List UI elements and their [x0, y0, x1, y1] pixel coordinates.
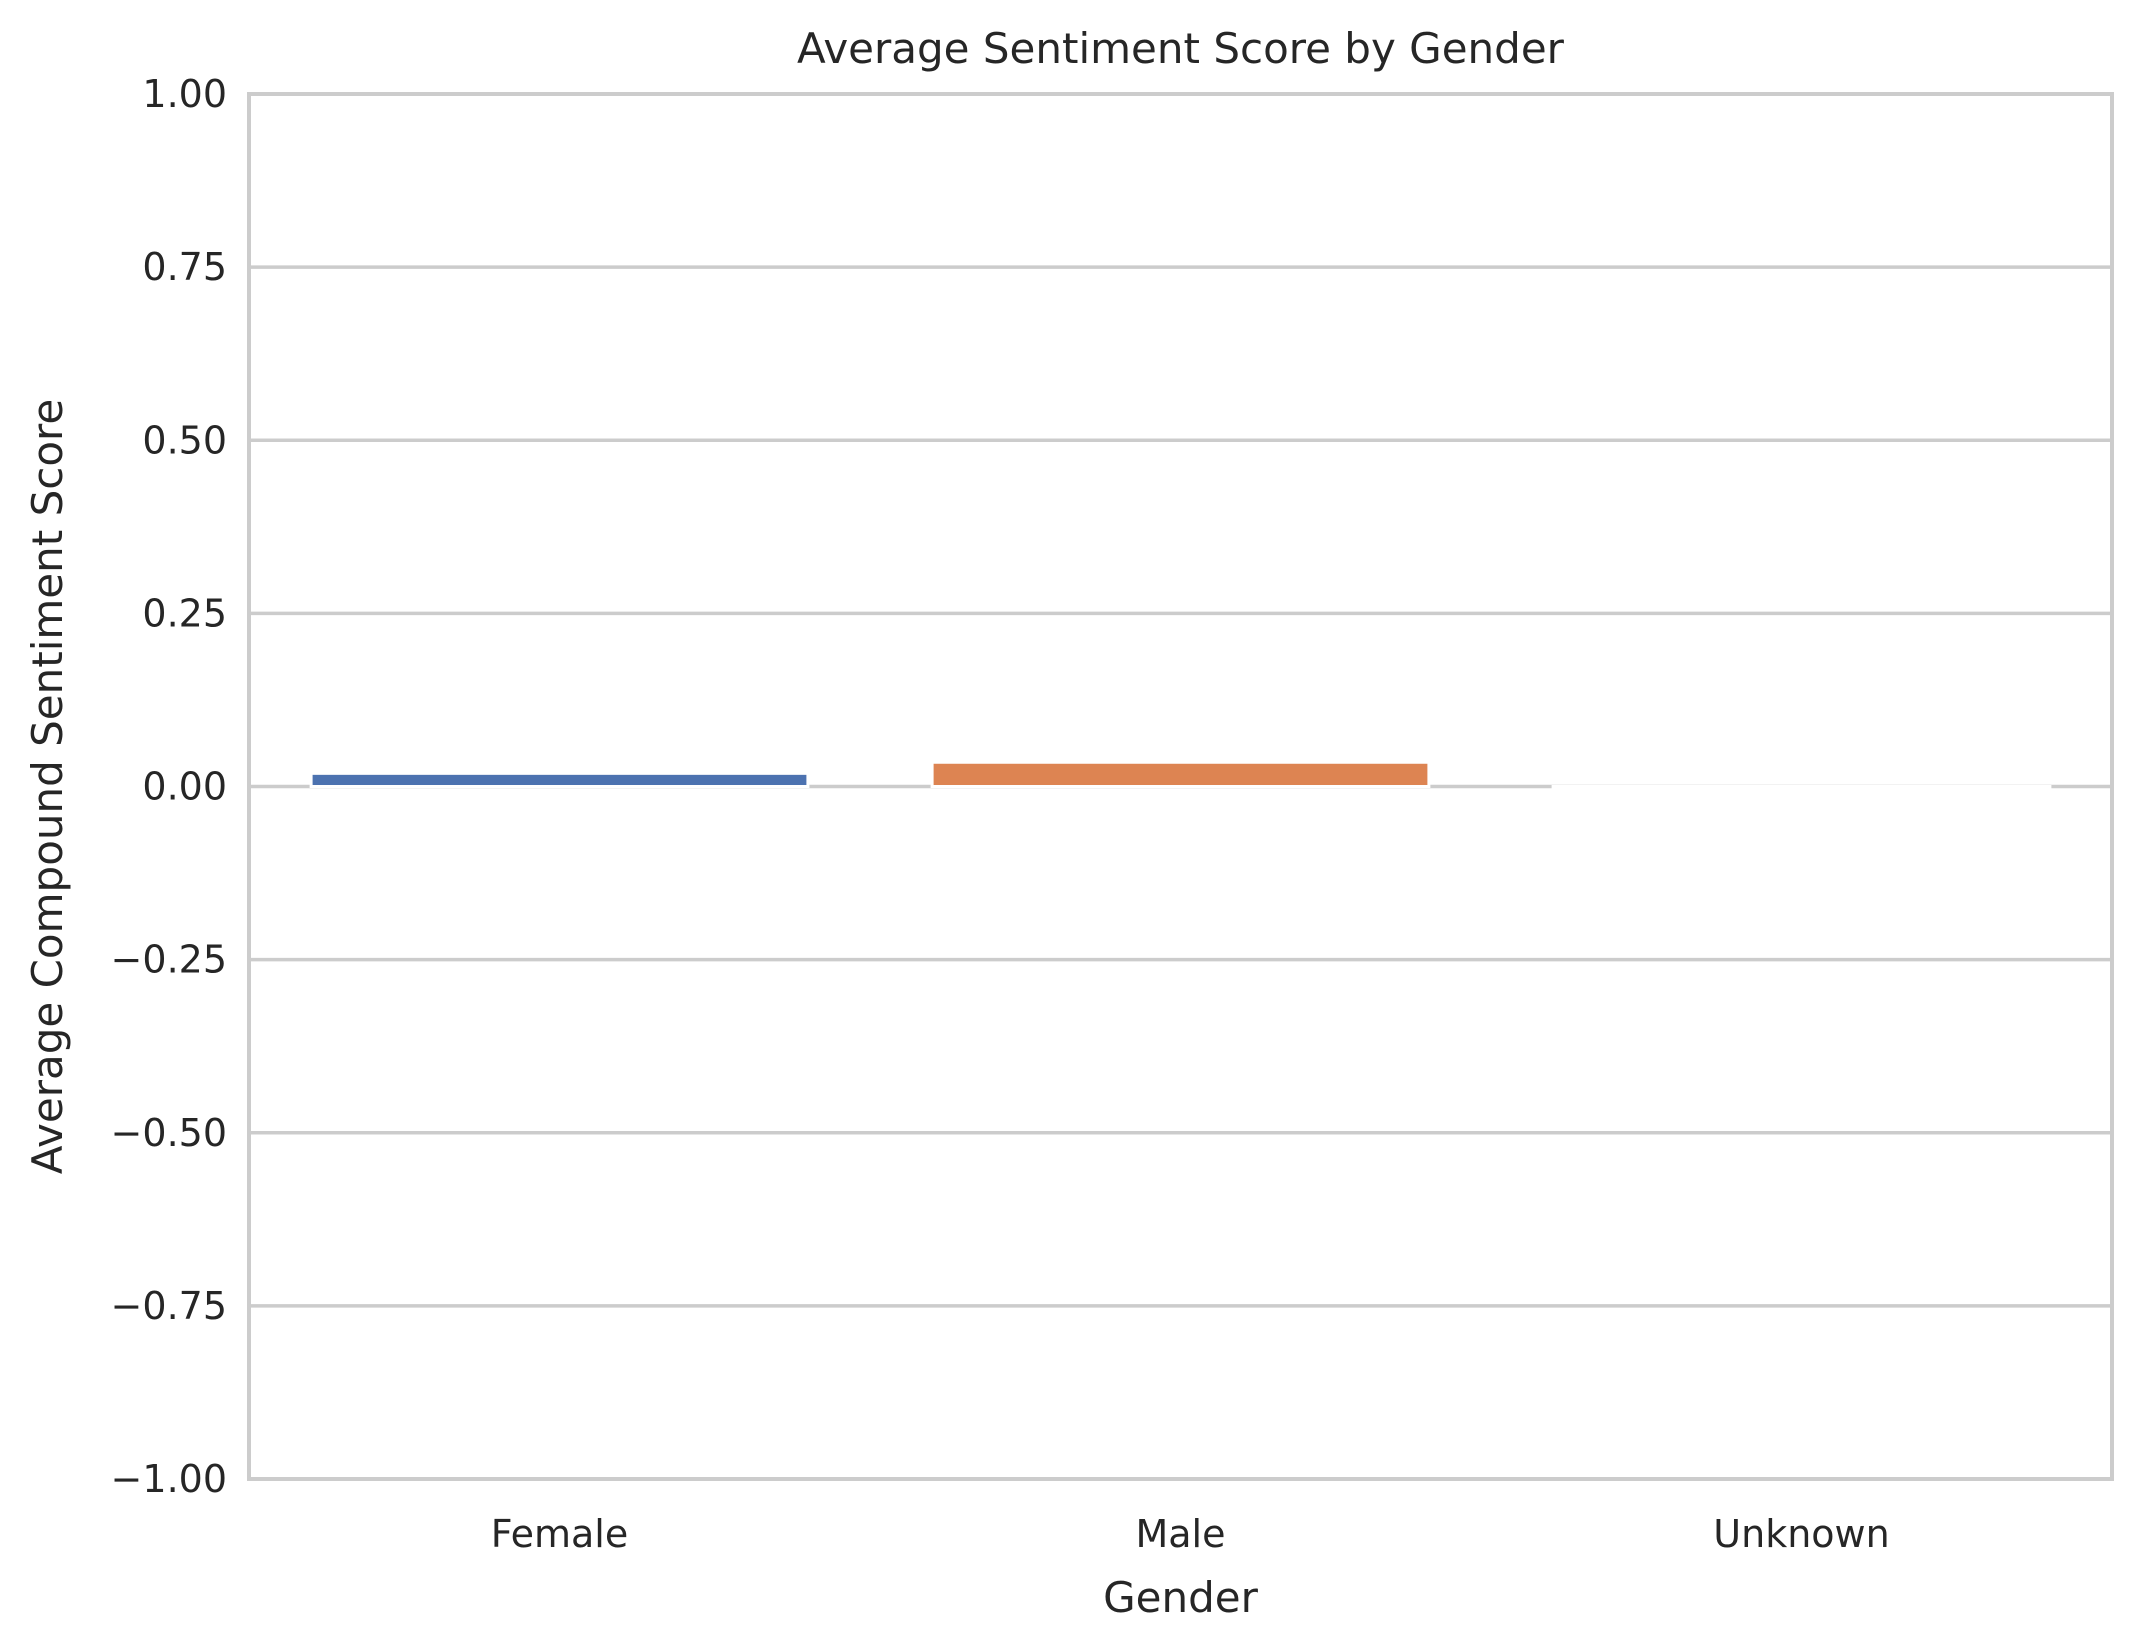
- bar-male: [930, 760, 1431, 789]
- x-axis-label: Gender: [1103, 1573, 1259, 1622]
- x-tick-labels: Female Male Unknown: [491, 1512, 1890, 1556]
- y-tick-label: 0.75: [142, 245, 227, 289]
- y-tick-label: −1.00: [111, 1457, 227, 1501]
- y-tick-label: −0.25: [111, 938, 227, 982]
- bar-female: [309, 771, 810, 789]
- y-tick-label: −0.50: [111, 1111, 227, 1155]
- x-tick-label: Unknown: [1713, 1512, 1889, 1556]
- plot-frame: [247, 92, 2114, 1481]
- y-tick-label: 0.00: [142, 765, 227, 809]
- bars: [309, 760, 2052, 789]
- y-axis-label: Average Compound Sentiment Score: [23, 399, 72, 1174]
- y-tick-labels: 1.00 0.75 0.50 0.25 0.00 −0.25 −0.50 −0.75 −1.00: [111, 72, 227, 1501]
- chart-title: Average Sentiment Score by Gender: [797, 24, 1565, 73]
- y-tick-label: 1.00: [142, 72, 227, 116]
- y-tick-label: 0.25: [142, 591, 227, 635]
- x-tick-label: Male: [1135, 1512, 1225, 1556]
- x-tick-label: Female: [491, 1512, 628, 1556]
- bar-unknown: [1551, 785, 2052, 789]
- y-tick-label: 0.50: [142, 418, 227, 462]
- y-tick-label: −0.75: [111, 1284, 227, 1328]
